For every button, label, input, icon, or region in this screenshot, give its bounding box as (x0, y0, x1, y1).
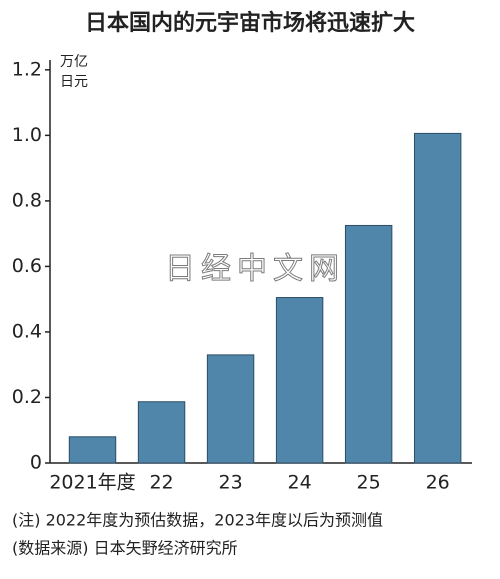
unit-label: 日元 (60, 74, 88, 90)
y-tick-label: 0.4 (12, 320, 42, 342)
watermark: 日经中文网 (165, 252, 345, 287)
y-tick-label: 1.2 (12, 58, 42, 80)
note: (注) 2022年度为预估数据，2023年度以后为预测值 (12, 511, 383, 530)
bar (275, 297, 324, 464)
x-tick-label: 23 (218, 472, 242, 494)
y-tick-label: 1.0 (12, 124, 42, 146)
bar (206, 354, 255, 464)
x-tick-label: 22 (149, 472, 173, 494)
x-tick-label: 2021年度 (49, 472, 135, 494)
bar (413, 132, 462, 464)
x-tick-label: 25 (357, 472, 381, 494)
unit-label: 万亿 (60, 54, 88, 70)
bar (344, 224, 393, 464)
y-tick-label: 0.6 (12, 255, 42, 277)
y-tick-label: 0.2 (12, 386, 42, 408)
bar (137, 401, 186, 464)
x-tick-label: 24 (288, 472, 312, 494)
chart-title: 日本国内的元宇宙市场将迅速扩大 (85, 10, 415, 36)
y-tick-label: 0 (30, 452, 42, 474)
x-tick-label: 26 (426, 472, 450, 494)
y-tick-label: 0.8 (12, 189, 42, 211)
bar (68, 436, 117, 464)
note: (数据来源) 日本矢野经济研究所 (12, 539, 238, 558)
